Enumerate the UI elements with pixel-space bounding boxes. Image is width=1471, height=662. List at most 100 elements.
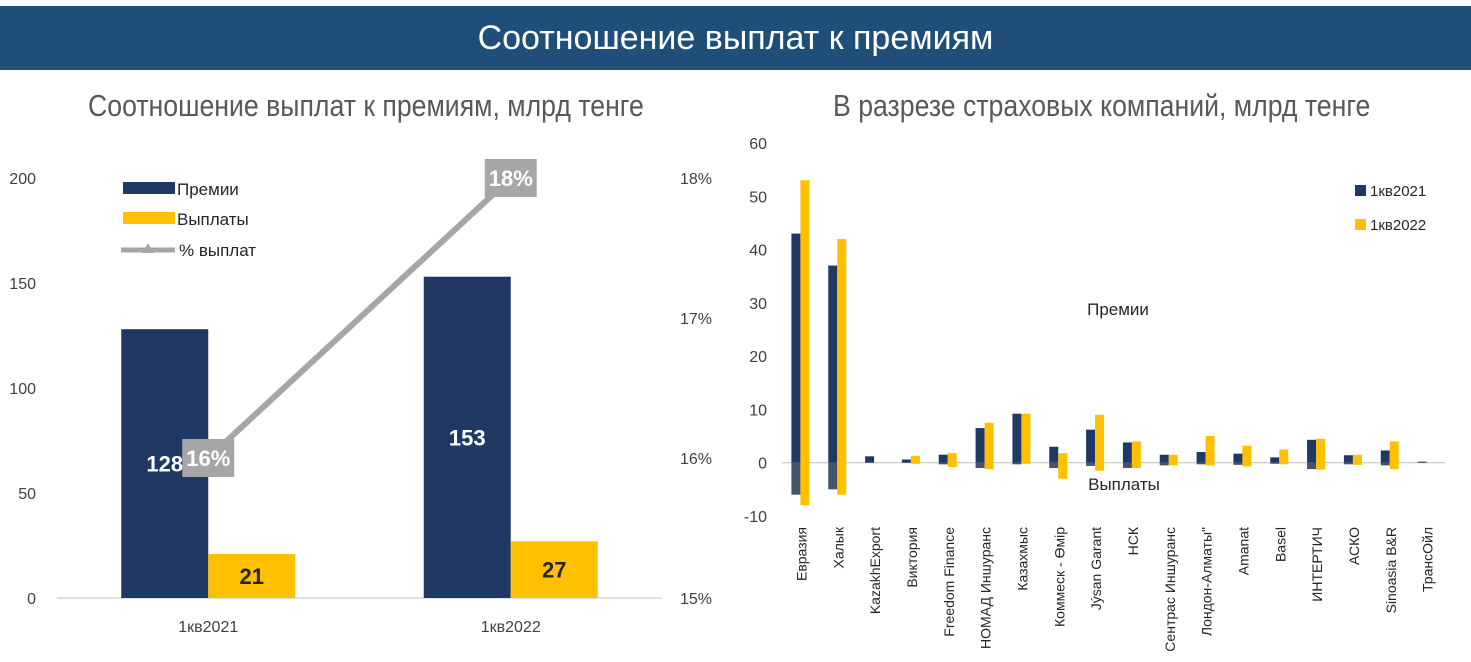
annotation-premiums: Премии — [1087, 300, 1149, 319]
payout-bar-1kv2021 — [1012, 462, 1022, 465]
header-banner: Соотношение выплат к премиям — [0, 6, 1471, 70]
company-label: НСК — [1125, 526, 1141, 555]
payout-bar-1kv2021 — [1307, 462, 1317, 470]
premium-bar-1kv2022 — [1279, 449, 1289, 463]
premium-bar-1kv2022 — [800, 180, 810, 463]
payout-bar-1kv2021 — [1159, 462, 1169, 466]
premium-bar-1kv2022 — [947, 453, 957, 463]
premium-bar-1kv2022 — [1058, 453, 1068, 463]
payout-bar-1kv2021 — [1270, 462, 1280, 464]
premium-bar-1kv2021 — [1380, 450, 1390, 463]
payout-bar-1kv2022 — [1316, 462, 1326, 470]
legend-1kv2022-swatch — [1355, 219, 1366, 230]
payout-bar-1kv2022 — [1021, 462, 1031, 464]
legend-payout-swatch — [123, 212, 175, 224]
payout-bar-1kv2021 — [1086, 462, 1096, 466]
company-label: Халык — [830, 526, 846, 568]
premium-bar-1kv2021 — [1012, 413, 1022, 463]
premium-bar-1kv2022 — [1389, 441, 1399, 463]
company-label: Лондон-Алматы" — [1199, 527, 1215, 636]
payout-bar-1kv2021 — [791, 462, 801, 495]
company-label: Amanat — [1235, 527, 1251, 575]
left-x-tick-label: 1кв2022 — [481, 619, 541, 636]
payout-bar — [208, 553, 296, 598]
pct-data-label: 18% — [489, 166, 533, 191]
premium-bar — [423, 276, 511, 598]
pct-label-box — [182, 439, 235, 477]
right-chart-y-tick-label: 60 — [749, 136, 767, 153]
left-y-tick-label: 100 — [9, 381, 36, 398]
right-chart-title: В разрезе страховых компаний, млрд тенге — [833, 88, 1371, 123]
left-y-tick-label: 0 — [27, 591, 36, 608]
payout-bar-1kv2022 — [1095, 462, 1105, 471]
annotation-payouts: Выплаты — [1088, 475, 1160, 494]
payout-bar-1kv2022 — [800, 462, 810, 506]
pct-payout-line — [206, 175, 513, 461]
payout-bar-1kv2021 — [1049, 462, 1059, 469]
payout-bar-1kv2021 — [975, 462, 985, 469]
payout-bar-1kv2022 — [1389, 462, 1399, 470]
payout-bar-1kv2022 — [837, 462, 847, 495]
premium-bar-1kv2021 — [865, 456, 875, 463]
premium-bar-1kv2021 — [828, 265, 838, 463]
premium-bar-1kv2021 — [1233, 453, 1243, 463]
premium-bar-1kv2021 — [791, 233, 801, 463]
left-chart-title: Соотношение выплат к премиям, млрд тенге — [88, 88, 644, 123]
premium-bar-1kv2022 — [1021, 413, 1031, 463]
company-label: Казахмыс — [1014, 527, 1030, 591]
right-chart-y-tick-label: 30 — [749, 296, 767, 313]
payout-bar-1kv2021 — [938, 462, 948, 465]
payout-bar-1kv2022 — [910, 462, 920, 464]
premium-bar-1kv2022 — [910, 455, 920, 463]
payout-bar-1kv2021 — [1233, 462, 1243, 465]
company-label: Коммеск - Өмір — [1051, 527, 1067, 627]
payout-data-label: 21 — [240, 564, 264, 589]
premium-bar-1kv2021 — [938, 454, 948, 463]
company-label: ТрансОйл — [1420, 527, 1436, 592]
payout-bar-1kv2022 — [1168, 462, 1178, 466]
premium-bar-1kv2021 — [1086, 429, 1096, 463]
company-label: KazakhExport — [867, 527, 883, 614]
left-y-tick-label: 50 — [18, 486, 36, 503]
legend-premium-label: Премии — [177, 180, 239, 199]
legend-1kv2022-label: 1кв2022 — [1370, 217, 1426, 234]
premium-bar-1kv2021 — [975, 428, 985, 463]
left-x-tick-label: 1кв2021 — [178, 619, 238, 636]
payout-bar — [510, 541, 598, 598]
payout-bar-1kv2022 — [984, 462, 994, 470]
pct-label-box — [484, 159, 537, 197]
payout-bar-1kv2022 — [1279, 462, 1289, 465]
premium-data-label: 128 — [146, 452, 183, 477]
payout-bar-1kv2022 — [1131, 462, 1141, 469]
premium-bar-1kv2021 — [1343, 455, 1353, 463]
company-label: Сентрас Иншуранс — [1162, 527, 1178, 652]
right-chart-y-tick-label: 0 — [758, 456, 767, 473]
payout-bar-1kv2021 — [1380, 462, 1390, 466]
payout-bar-1kv2021 — [1196, 462, 1206, 465]
premium-bar-1kv2021 — [1417, 461, 1427, 463]
company-label: Евразия — [793, 527, 809, 581]
premium-bar-1kv2021 — [1307, 439, 1317, 463]
premium-bar-1kv2022 — [984, 422, 994, 463]
right-y-tick-label: 18% — [680, 171, 712, 188]
premium-bar-1kv2021 — [1122, 442, 1132, 463]
payout-bar-1kv2021 — [828, 462, 838, 490]
payout-data-label: 27 — [542, 558, 566, 583]
premium-bar-1kv2021 — [1159, 454, 1169, 463]
legend-pct-label: % выплат — [179, 241, 256, 260]
payout-bar-1kv2022 — [1352, 462, 1362, 465]
payout-bar-1kv2021 — [1122, 462, 1132, 469]
payout-bar-1kv2021 — [1343, 462, 1353, 465]
premium-bar-1kv2022 — [1316, 438, 1326, 463]
company-label: Freedom Finance — [941, 527, 957, 637]
company-label: Виктория — [904, 527, 920, 588]
company-label: АСКО — [1346, 527, 1362, 565]
premium-bar-1kv2021 — [901, 459, 911, 463]
legend-1kv2021-swatch — [1355, 185, 1366, 196]
page-title: Соотношение выплат к премиям — [477, 18, 994, 57]
premium-bar-1kv2022 — [1242, 445, 1252, 463]
right-y-tick-label: 17% — [680, 311, 712, 328]
left-y-tick-label: 150 — [9, 276, 36, 293]
company-label: Jýsan Garant — [1088, 527, 1104, 610]
